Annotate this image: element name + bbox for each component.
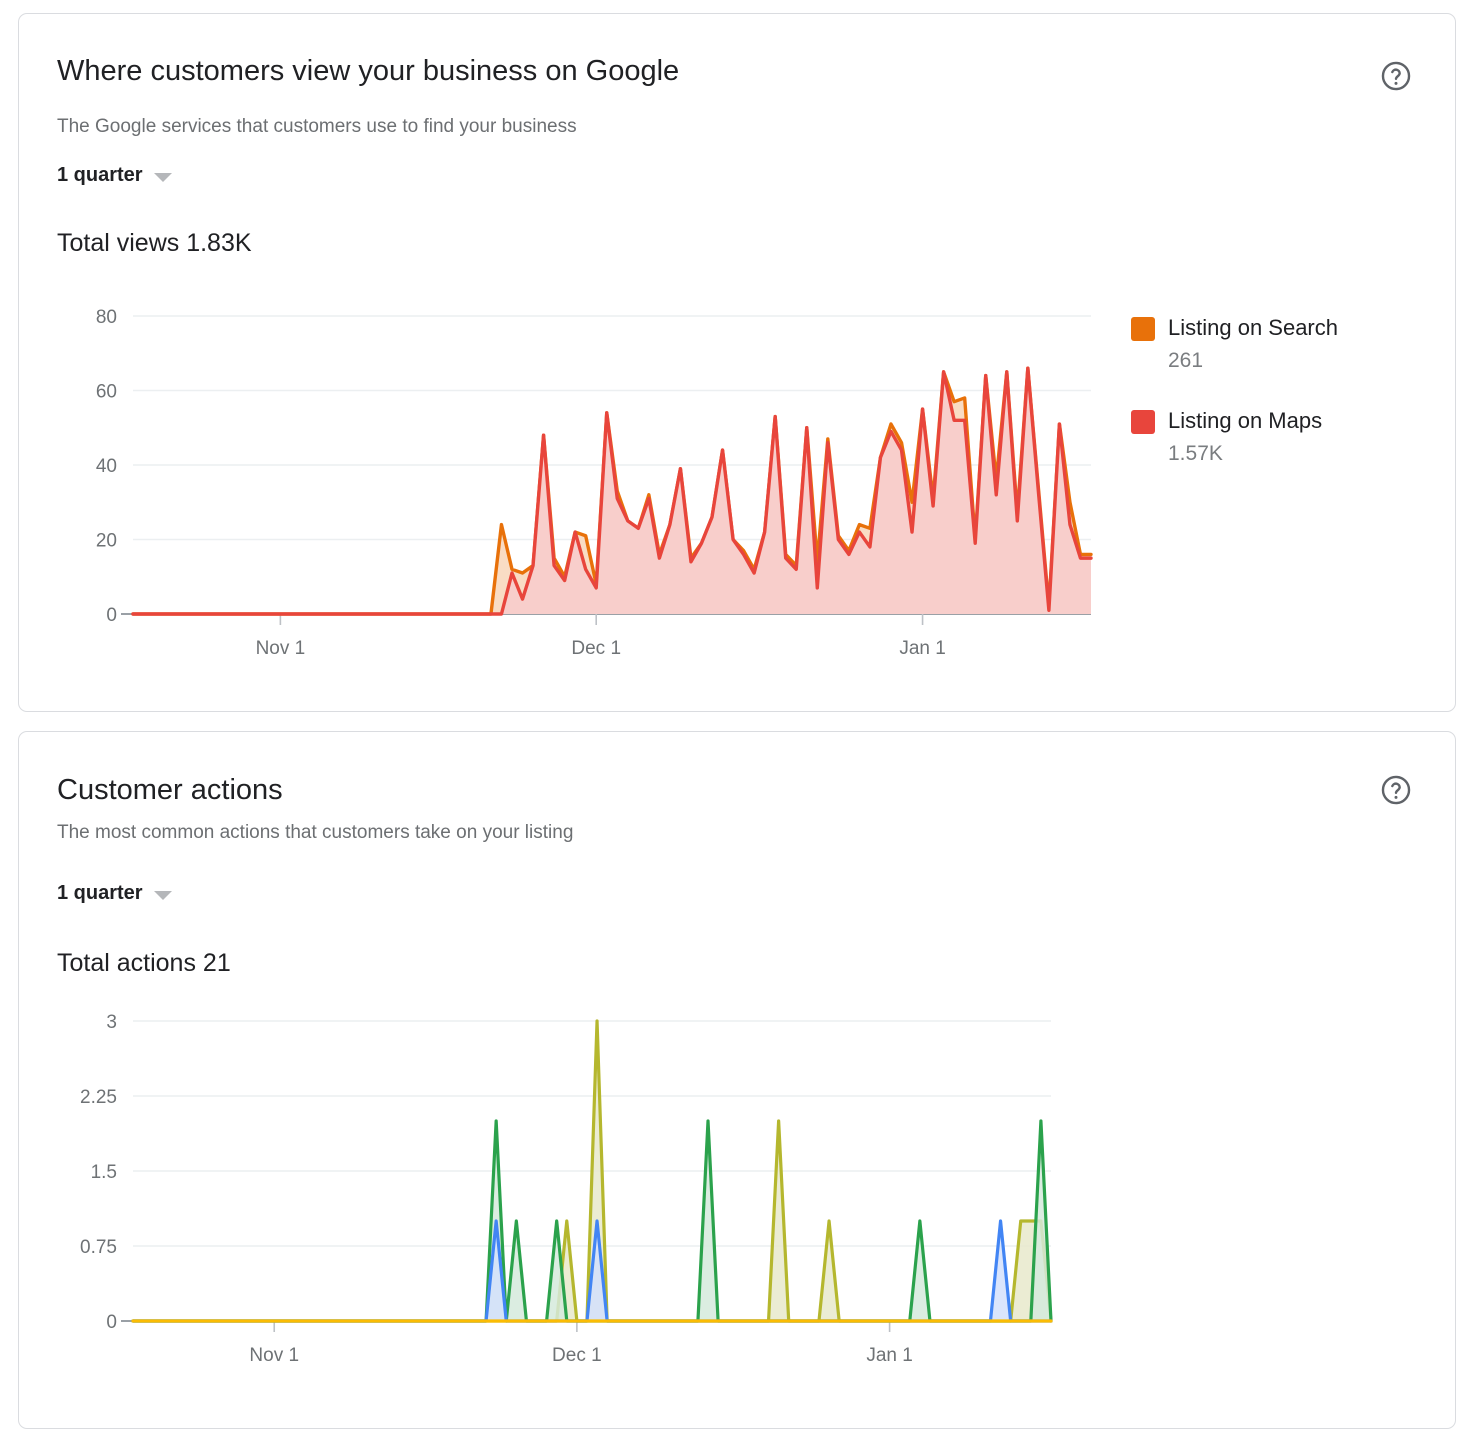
page-title: Where customers view your business on Go… bbox=[57, 55, 680, 87]
actions-card: Customer actions The most common actions… bbox=[18, 731, 1456, 1429]
svg-text:1.5: 1.5 bbox=[91, 1162, 117, 1183]
svg-text:60: 60 bbox=[96, 382, 117, 403]
total-views-label: Total views 1.83K bbox=[57, 229, 252, 257]
card-subtitle: The Google services that customers use t… bbox=[57, 116, 577, 137]
legend-series-value: 261 bbox=[1168, 349, 1204, 372]
actions-subtitle: The most common actions that customers t… bbox=[57, 822, 574, 843]
svg-text:Dec 1: Dec 1 bbox=[552, 1345, 602, 1366]
svg-text:Nov 1: Nov 1 bbox=[249, 1345, 299, 1366]
legend-color-swatch bbox=[1131, 410, 1155, 434]
legend-color-swatch bbox=[1131, 317, 1155, 341]
period-selector-actions[interactable]: 1 quarter bbox=[57, 882, 172, 905]
svg-text:0: 0 bbox=[106, 1312, 117, 1333]
svg-text:40: 40 bbox=[96, 456, 117, 477]
views-card: Where customers view your business on Go… bbox=[18, 13, 1456, 712]
svg-text:Jan 1: Jan 1 bbox=[866, 1345, 912, 1366]
svg-text:3: 3 bbox=[106, 1012, 117, 1033]
svg-text:2.25: 2.25 bbox=[80, 1087, 117, 1108]
total-actions-label: Total actions 21 bbox=[57, 949, 231, 977]
svg-text:20: 20 bbox=[96, 531, 117, 552]
legend-item-listing-on-search[interactable]: Listing on Search 261 bbox=[1131, 313, 1338, 376]
period-selector-views[interactable]: 1 quarter bbox=[57, 164, 172, 187]
legend-item-listing-on-maps[interactable]: Listing on Maps 1.57K bbox=[1131, 406, 1338, 469]
chevron-down-icon bbox=[153, 890, 172, 900]
legend-texts: Listing on Maps 1.57K bbox=[1168, 406, 1322, 469]
help-circle-icon[interactable] bbox=[1379, 773, 1413, 807]
views-chart[interactable]: 0 20 40 60 80 Nov 1 Dec 1 Jan 1 bbox=[57, 286, 1097, 686]
svg-text:Nov 1: Nov 1 bbox=[256, 638, 306, 659]
chevron-down-icon bbox=[153, 172, 172, 182]
svg-text:80: 80 bbox=[96, 307, 117, 328]
help-circle-icon[interactable] bbox=[1379, 59, 1413, 93]
legend-series-name: Listing on Maps bbox=[1168, 408, 1323, 433]
actions-title: Customer actions bbox=[57, 774, 283, 806]
legend-texts: Listing on Search 261 bbox=[1168, 313, 1338, 376]
actions-chart[interactable]: 0 0.75 1.5 2.25 3 Nov 1 Dec 1 Jan 1 bbox=[57, 1007, 1057, 1407]
svg-text:0.75: 0.75 bbox=[80, 1237, 117, 1258]
period-label: 1 quarter bbox=[57, 164, 143, 186]
period-label: 1 quarter bbox=[57, 882, 143, 904]
legend-series-name: Listing on Search bbox=[1168, 315, 1338, 340]
views-legend: Listing on Search 261 Listing on Maps 1.57K bbox=[1131, 313, 1338, 499]
legend-series-value: 1.57K bbox=[1168, 442, 1223, 465]
svg-text:0: 0 bbox=[106, 605, 117, 626]
svg-text:Dec 1: Dec 1 bbox=[571, 638, 621, 659]
svg-text:Jan 1: Jan 1 bbox=[899, 638, 945, 659]
